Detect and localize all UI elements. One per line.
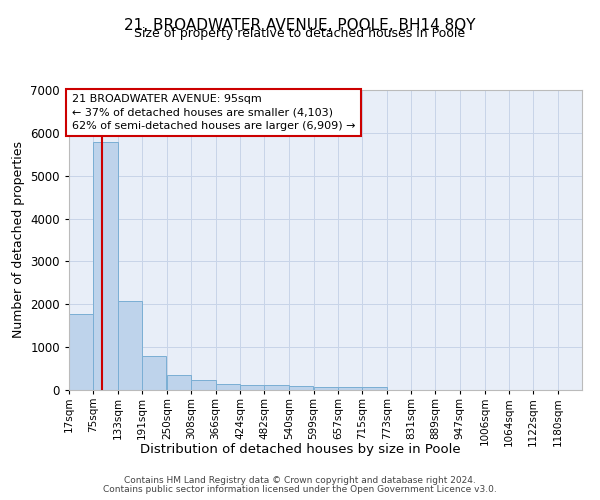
Text: Contains public sector information licensed under the Open Government Licence v3: Contains public sector information licen… [103, 485, 497, 494]
Bar [338, 387, 362, 390]
Bar [265, 386, 289, 390]
Bar [167, 374, 191, 390]
Bar [240, 385, 265, 390]
Bar [118, 301, 142, 390]
Bar [142, 356, 166, 390]
Y-axis label: Number of detached properties: Number of detached properties [12, 142, 25, 338]
Bar [215, 384, 240, 390]
Bar [69, 314, 94, 390]
Text: Contains HM Land Registry data © Crown copyright and database right 2024.: Contains HM Land Registry data © Crown c… [124, 476, 476, 485]
Bar [289, 386, 313, 390]
Text: Size of property relative to detached houses in Poole: Size of property relative to detached ho… [134, 28, 466, 40]
Text: 21 BROADWATER AVENUE: 95sqm
← 37% of detached houses are smaller (4,103)
62% of : 21 BROADWATER AVENUE: 95sqm ← 37% of det… [71, 94, 355, 131]
Bar [362, 387, 386, 390]
Bar [191, 380, 215, 390]
Text: 21, BROADWATER AVENUE, POOLE, BH14 8QY: 21, BROADWATER AVENUE, POOLE, BH14 8QY [124, 18, 476, 32]
Text: Distribution of detached houses by size in Poole: Distribution of detached houses by size … [140, 442, 460, 456]
Bar [314, 387, 338, 390]
Bar [94, 142, 118, 390]
